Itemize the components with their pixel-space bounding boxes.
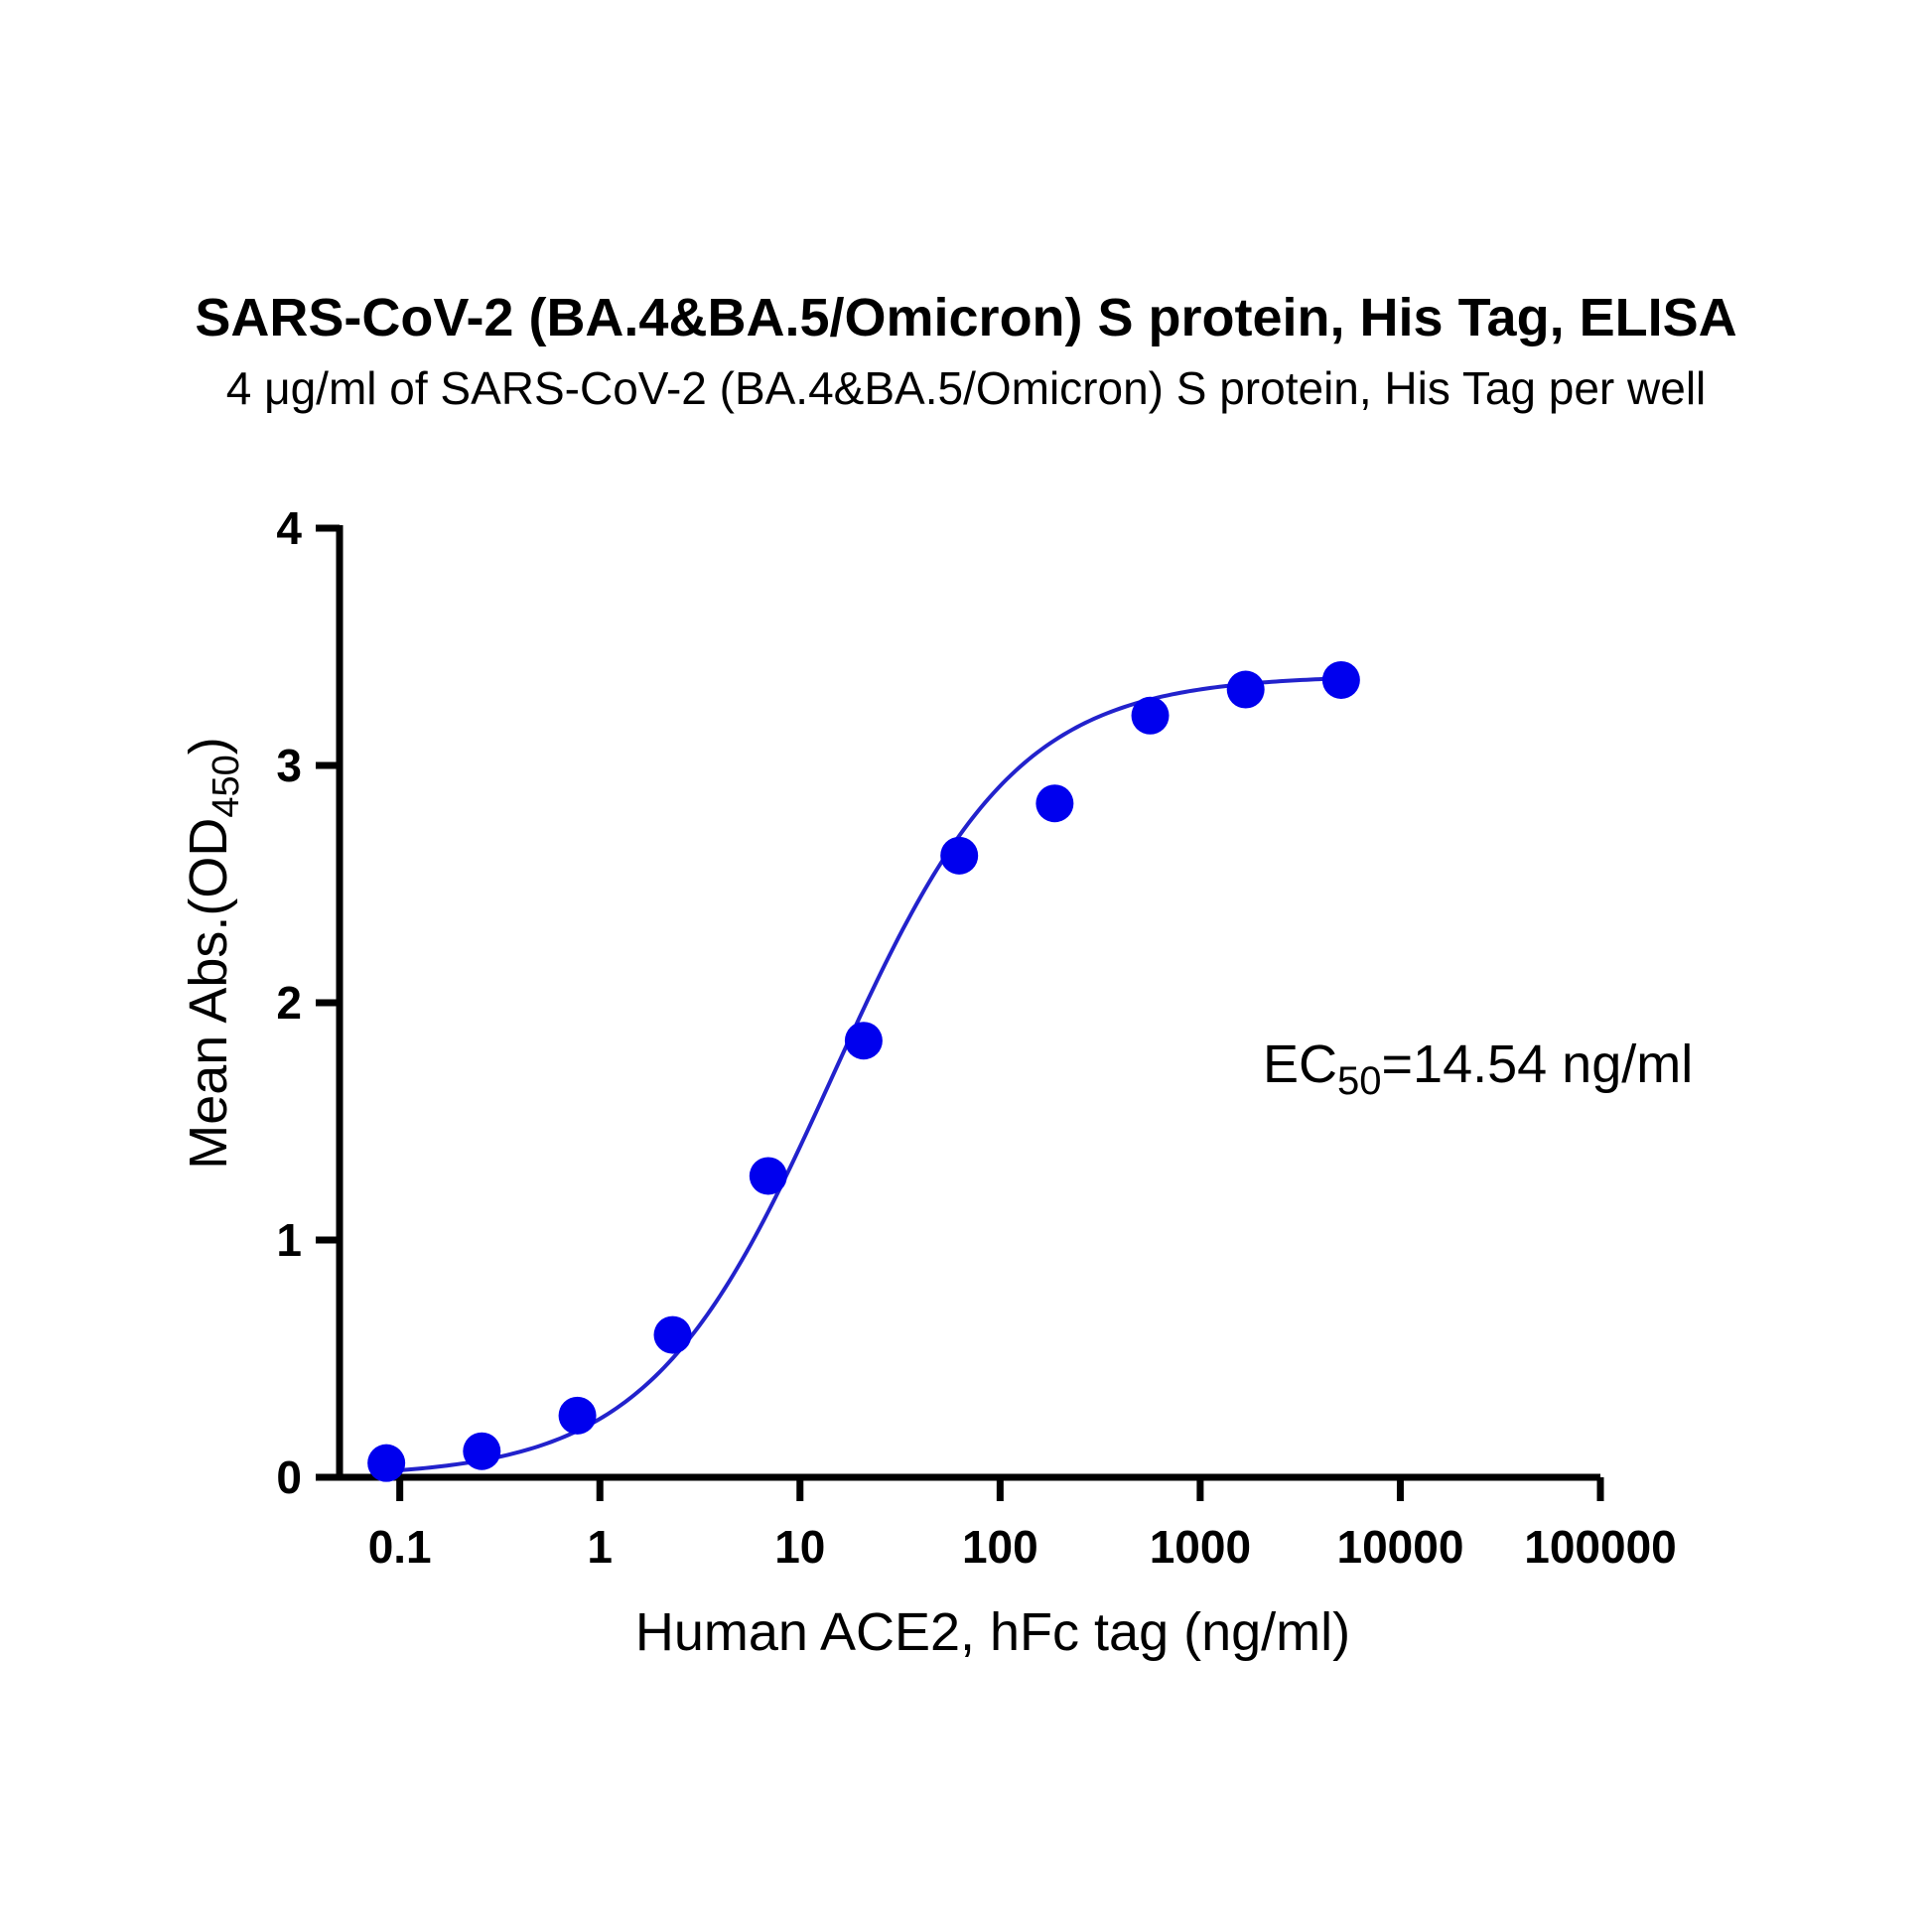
ec50-annotation: EC50=14.54 ng/ml <box>1263 1035 1693 1103</box>
chart-subtitle: 4 μg/ml of SARS-CoV-2 (BA.4&BA.5/Omicron… <box>226 362 1707 414</box>
x-tick-label: 1000 <box>1150 1521 1251 1573</box>
y-axis: 0 1 2 3 4 <box>276 502 344 1503</box>
data-point <box>1321 660 1360 699</box>
data-point <box>653 1315 692 1354</box>
data-point <box>749 1157 787 1195</box>
x-tick-label: 10000 <box>1336 1521 1463 1573</box>
data-point <box>844 1022 883 1060</box>
x-tick-label: 100000 <box>1524 1521 1677 1573</box>
svg-text:Mean Abs.(OD450): Mean Abs.(OD450) <box>179 737 247 1170</box>
x-tick-label: 0.1 <box>368 1521 432 1573</box>
data-point <box>940 836 979 875</box>
y-tick-label: 3 <box>276 740 302 791</box>
data-points <box>367 660 1360 1482</box>
fit-curve-group <box>386 676 1341 1473</box>
data-point <box>1131 696 1170 735</box>
y-tick-label: 4 <box>276 502 302 554</box>
y-axis-label-close: ) <box>179 737 238 755</box>
ec50-annotation-subscript: 50 <box>1337 1059 1382 1103</box>
y-axis-label: Mean Abs.(OD450) <box>179 737 247 1170</box>
x-tick-label: 10 <box>774 1521 825 1573</box>
x-axis: 0.1 1 10 100 1000 10000 100000 <box>337 1473 1677 1573</box>
y-axis-label-main: Mean Abs.(OD <box>179 818 238 1170</box>
data-point <box>558 1396 597 1435</box>
y-axis-label-subscript: 450 <box>206 755 247 817</box>
ec50-annotation-rest: =14.54 ng/ml <box>1382 1035 1694 1094</box>
y-tick-label: 2 <box>276 977 302 1029</box>
fit-curve <box>386 676 1341 1473</box>
x-axis-label: Human ACE2, hFc tag (ng/ml) <box>635 1602 1350 1662</box>
data-point <box>1226 670 1265 709</box>
data-point <box>463 1432 501 1470</box>
chart-title: SARS-CoV-2 (BA.4&BA.5/Omicron) S protein… <box>195 288 1736 347</box>
x-tick-label: 100 <box>962 1521 1038 1573</box>
x-tick-label: 1 <box>587 1521 613 1573</box>
data-point <box>367 1444 406 1482</box>
y-tick-label: 0 <box>276 1451 302 1503</box>
y-tick-label: 1 <box>276 1214 302 1266</box>
data-point <box>1035 784 1074 823</box>
ec50-annotation-main: EC <box>1263 1035 1337 1094</box>
